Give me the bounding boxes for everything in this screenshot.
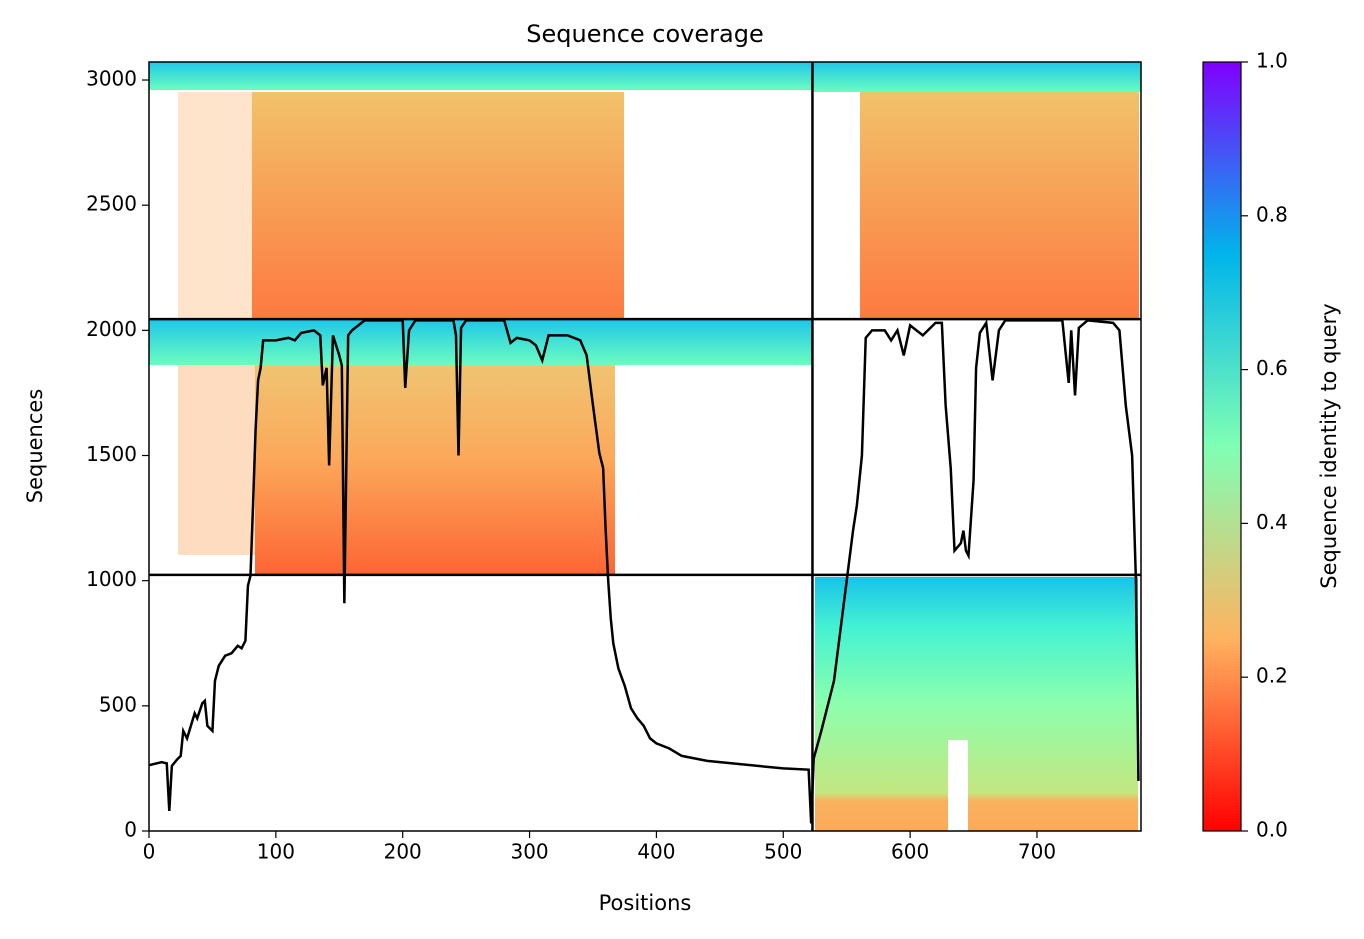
- plot-area: [148, 62, 1141, 831]
- identity-band: [815, 577, 1138, 831]
- identity-band: [255, 365, 615, 575]
- chart-title: Sequence coverage: [526, 20, 763, 48]
- colorbar-tick-label: 0.8: [1256, 202, 1288, 226]
- colorbar-label: Sequence identity to query: [1317, 303, 1341, 588]
- x-tick-label: 600: [891, 840, 929, 864]
- coverage-line: [148, 319, 1140, 824]
- y-tick-label: 500: [99, 692, 137, 716]
- y-tick-label: 0: [124, 818, 137, 842]
- x-tick-label: 100: [257, 840, 295, 864]
- x-tick-label: 400: [637, 840, 675, 864]
- colorbar-tick-label: 0.4: [1256, 510, 1288, 534]
- colorbar-tick-label: 0.6: [1256, 356, 1288, 380]
- y-tick-label: 1000: [86, 567, 137, 591]
- colorbar: [1202, 61, 1242, 832]
- axes-frame: [148, 61, 1142, 832]
- y-tick-label: 3000: [86, 67, 137, 91]
- identity-band: [178, 92, 258, 318]
- colorbar-tick-label: 0.0: [1256, 818, 1288, 842]
- x-tick-label: 200: [384, 840, 422, 864]
- gap-column: [948, 740, 968, 831]
- x-tick-label: 500: [764, 840, 802, 864]
- y-tick-label: 2000: [86, 317, 137, 341]
- identity-band: [860, 92, 1139, 318]
- identity-band: [812, 62, 1141, 92]
- x-axis-label: Positions: [599, 891, 692, 915]
- identity-band: [178, 365, 258, 555]
- x-tick-label: 700: [1018, 840, 1056, 864]
- colorbar-tick-label: 0.2: [1256, 664, 1288, 688]
- identity-band: [149, 320, 812, 365]
- y-axis-label: Sequences: [23, 389, 47, 504]
- identity-band: [252, 92, 624, 318]
- y-tick-label: 1500: [86, 442, 137, 466]
- y-tick-label: 2500: [86, 192, 137, 216]
- colorbar-tick-label: 1.0: [1256, 49, 1288, 73]
- coverage-heatmap: [149, 62, 1141, 831]
- x-tick-label: 300: [510, 840, 548, 864]
- x-tick-label: 0: [143, 840, 156, 864]
- identity-band: [149, 62, 812, 90]
